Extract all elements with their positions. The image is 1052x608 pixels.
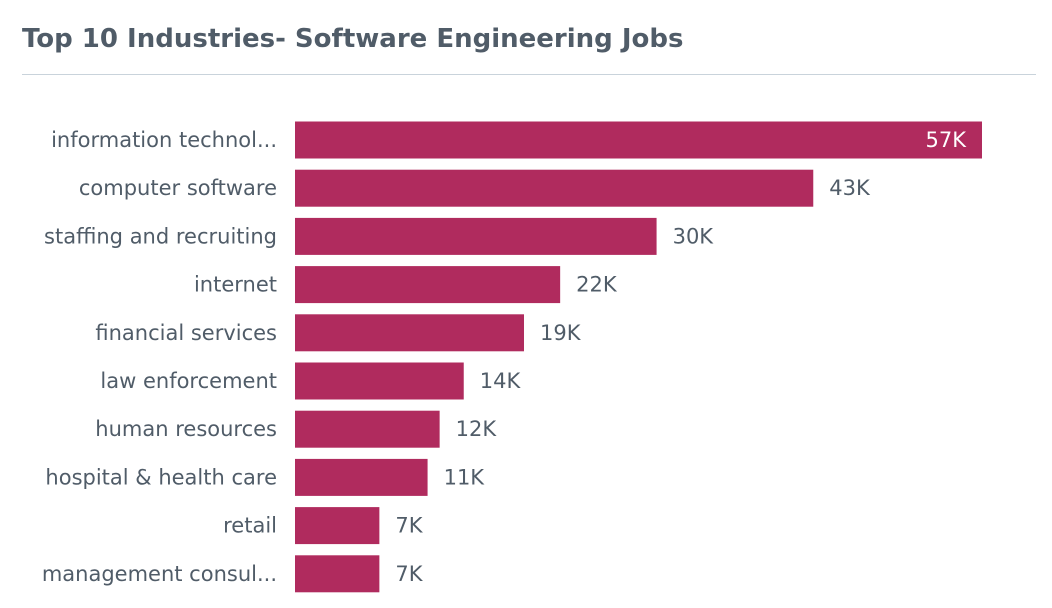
bar-3[interactable] <box>295 217 657 255</box>
category-label: management consul... <box>42 562 277 586</box>
category-label: retail <box>223 514 277 538</box>
value-label: 30K <box>673 224 715 248</box>
value-label: 7K <box>395 514 423 538</box>
category-label: staffing and recruiting <box>44 224 277 248</box>
bar-8[interactable] <box>295 458 428 496</box>
value-label: 57K <box>926 128 968 152</box>
value-label: 12K <box>456 417 498 441</box>
bar-6[interactable] <box>295 362 464 400</box>
category-label: law enforcement <box>100 369 277 393</box>
bar-9[interactable] <box>295 507 380 545</box>
bar-2[interactable] <box>295 169 814 207</box>
value-label: 11K <box>444 465 486 489</box>
bar-7[interactable] <box>295 410 440 448</box>
category-label: hospital & health care <box>45 465 277 489</box>
chart-title: Top 10 Industries- Software Engineering … <box>22 24 684 54</box>
value-label: 22K <box>576 273 618 297</box>
category-label: internet <box>194 273 277 297</box>
bar-10[interactable] <box>295 555 380 593</box>
value-label: 19K <box>540 321 582 345</box>
bar-4[interactable] <box>295 266 561 304</box>
value-label: 14K <box>480 369 522 393</box>
title-divider <box>22 74 1036 75</box>
category-label: human resources <box>95 417 277 441</box>
value-label: 43K <box>829 176 871 200</box>
value-label: 7K <box>395 562 423 586</box>
category-label: information technol... <box>51 128 277 152</box>
bar-1[interactable] <box>295 121 982 159</box>
category-label: computer software <box>79 176 277 200</box>
category-label: financial services <box>95 321 277 345</box>
bar-5[interactable] <box>295 314 524 352</box>
